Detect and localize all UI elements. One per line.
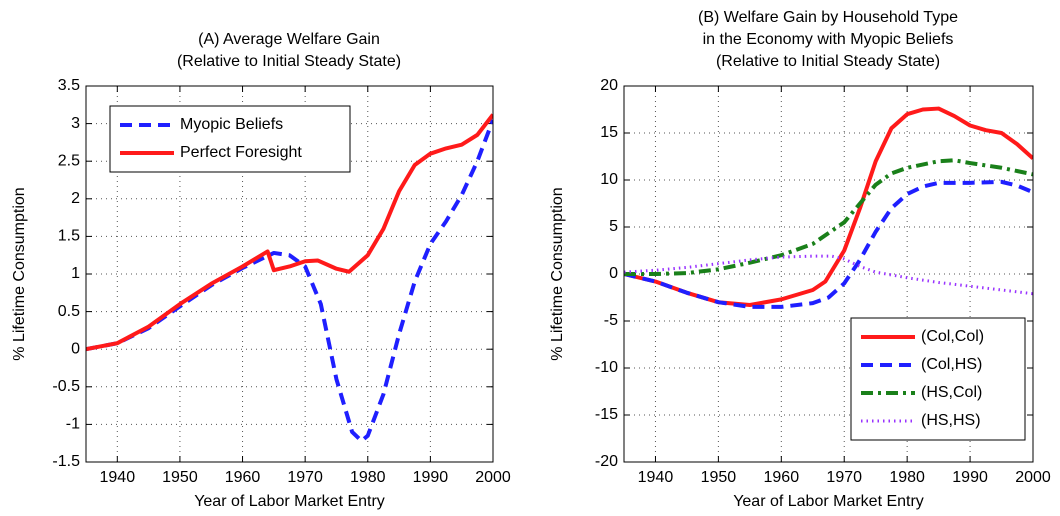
x-tick-label: 1990 (952, 469, 988, 486)
series-line (624, 179, 1033, 309)
series-line (624, 158, 1033, 276)
y-axis-label: % Lifetime Consumption (11, 187, 28, 360)
legend-label: (HS,HS) (921, 412, 981, 429)
y-tick-label: -5 (604, 312, 618, 329)
x-tick-label: 1940 (100, 469, 136, 486)
x-tick-label: 1990 (413, 469, 449, 486)
x-tick-label: 1960 (764, 469, 800, 486)
y-tick-label: 2.5 (58, 152, 80, 169)
x-tick-label: 2000 (1015, 469, 1051, 486)
x-axis-label: Year of Labor Market Entry (194, 493, 385, 510)
x-tick-label: 2000 (475, 469, 511, 486)
y-tick-label: 3 (71, 115, 80, 132)
series-line (624, 106, 1033, 308)
series-line (86, 113, 493, 352)
chart-title: (Relative to Initial Steady State) (716, 53, 940, 70)
legend-label: (HS,Col) (921, 384, 982, 401)
chart-title: in the Economy with Myopic Beliefs (703, 31, 954, 48)
axes-box (85, 85, 494, 463)
y-tick-label: 0.5 (58, 303, 80, 320)
y-tick-label: 20 (600, 77, 618, 94)
panel: (B) Welfare Gain by Household Type in the… (549, 9, 1051, 510)
x-tick-label: 1970 (287, 469, 323, 486)
x-tick-label: 1980 (889, 469, 925, 486)
chart-title: (B) Welfare Gain by Household Type (698, 9, 958, 26)
y-axis-label: % Lifetime Consumption (549, 187, 566, 360)
y-tick-label: 15 (600, 124, 618, 141)
y-tick-label: -15 (595, 406, 618, 423)
x-axis-label: Year of Labor Market Entry (733, 493, 924, 510)
legend-label: Myopic Beliefs (180, 116, 283, 133)
y-tick-label: 0 (609, 265, 618, 282)
panel: (A) Average Welfare Gain (Relative to Ini… (11, 31, 511, 510)
y-tick-label: 1.5 (58, 228, 80, 245)
y-tick-label: 10 (600, 171, 618, 188)
chart-title: (Relative to Initial Steady State) (177, 53, 401, 70)
y-tick-label: 2 (71, 190, 80, 207)
x-tick-label: 1980 (350, 469, 386, 486)
y-tick-label: -1.5 (52, 453, 80, 470)
axes-box (623, 85, 1034, 463)
x-tick-label: 1950 (162, 469, 198, 486)
y-tick-label: 5 (609, 218, 618, 235)
legend-label: (Col,Col) (921, 328, 984, 345)
y-tick-label: 1 (71, 265, 80, 282)
y-tick-label: -10 (595, 359, 618, 376)
series-line (624, 254, 1033, 296)
y-tick-label: 3.5 (58, 77, 80, 94)
x-tick-label: 1950 (701, 469, 737, 486)
chart-title: (A) Average Welfare Gain (198, 31, 380, 48)
legend-box (109, 105, 351, 173)
y-tick-label: -1 (66, 416, 80, 433)
y-tick-label: 0 (71, 340, 80, 357)
y-tick-label: -0.5 (52, 378, 80, 395)
x-tick-label: 1970 (826, 469, 862, 486)
x-tick-label: 1940 (638, 469, 674, 486)
legend-label: (Col,HS) (921, 356, 982, 373)
legend-label: Perfect Foresight (180, 144, 302, 161)
y-tick-label: -20 (595, 453, 618, 470)
x-tick-label: 1960 (225, 469, 261, 486)
